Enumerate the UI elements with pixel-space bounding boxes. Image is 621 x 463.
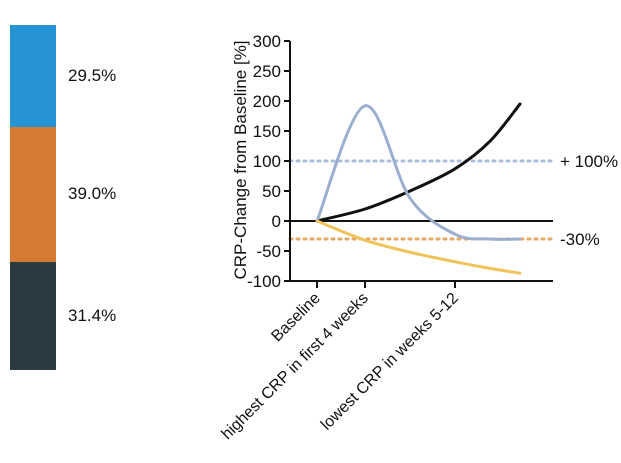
y-tick-label: 100 xyxy=(253,152,281,171)
y-axis-label: CRP-Change from Baseline [%] xyxy=(231,40,250,279)
series-line xyxy=(315,219,522,275)
y-tick-label: 150 xyxy=(253,122,281,141)
stacked-bar-segment xyxy=(10,25,56,127)
reference-line-label: -30% xyxy=(560,230,600,249)
segment-percent-label: 39.0% xyxy=(68,184,117,204)
stacked-bar-segment xyxy=(10,126,56,262)
y-tick-label: 0 xyxy=(272,212,281,231)
reference-line-label: + 100% xyxy=(560,152,618,171)
series-line xyxy=(315,102,522,223)
y-tick-label: -100 xyxy=(247,272,281,291)
y-tick-label: -50 xyxy=(256,242,281,261)
y-tick-label: 250 xyxy=(253,62,281,81)
segment-percent-label: 29.5% xyxy=(68,65,117,85)
series-line xyxy=(315,104,522,241)
segment-percent-label: 31.4% xyxy=(68,305,117,325)
y-tick-label: 200 xyxy=(253,92,281,111)
stacked-bar-segment xyxy=(10,261,56,370)
y-tick-label: 50 xyxy=(262,182,281,201)
stacked-bar xyxy=(10,25,56,370)
y-tick-label: 300 xyxy=(253,32,281,51)
